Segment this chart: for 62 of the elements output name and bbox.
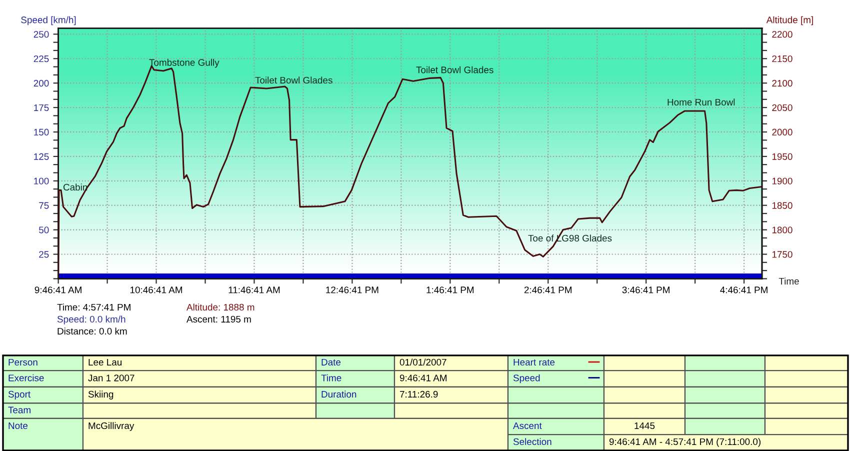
x-tick-label: 4:46:41 PM	[720, 286, 768, 294]
text: Altitude: 1888 m	[186, 304, 254, 311]
annotation: Home Run Bowl	[668, 98, 735, 106]
text: Heart rate	[514, 358, 555, 366]
x-tick-label: 3:46:41 PM	[622, 286, 670, 294]
y2-tick-label: 1850	[772, 202, 792, 209]
y-tick-label: 125	[34, 153, 49, 160]
y2-tick-label: 1900	[772, 178, 792, 184]
text: Person	[8, 358, 38, 366]
y-tick-label: 200	[34, 80, 49, 87]
text: Exercise	[8, 374, 44, 382]
y2-tick-label: 2050	[772, 104, 792, 112]
text: McGillivray	[88, 422, 134, 431]
y-tick-label: 50	[39, 226, 49, 234]
y2-tick-label: 2200	[772, 30, 792, 38]
text: Selection	[513, 438, 552, 446]
x-tick-label: 10:46:41 AM	[130, 286, 182, 294]
y-tick-label: 75	[39, 202, 49, 209]
y2-axis-title: Altitude [m]	[766, 16, 813, 26]
annotation: Toilet Bowl Glades	[416, 66, 494, 74]
x-tick-label: 9:46:41 AM	[34, 286, 82, 294]
y-tick-label: 150	[34, 128, 49, 136]
text: Note	[8, 422, 28, 430]
text: Lee Lau	[88, 358, 122, 366]
y2-tick-label: 1750	[772, 251, 792, 258]
y2-tick-label: 2150	[772, 55, 792, 62]
text: Sport	[8, 390, 31, 400]
x-tick-label: 12:46:41 PM	[326, 286, 378, 294]
annotation: Cabin	[63, 184, 88, 191]
x-tick-label: 2:46:41 PM	[524, 286, 572, 294]
y-tick-label: 250	[34, 30, 49, 38]
text: Ascent	[513, 422, 542, 430]
text: Ascent: 1195 m	[186, 316, 251, 323]
x-axis-title: Time	[778, 278, 799, 285]
y-tick-label: 175	[34, 104, 49, 112]
text: Time	[321, 374, 342, 382]
text: Duration	[322, 390, 356, 398]
y-tick-label: 25	[39, 251, 49, 258]
y-axis-title: Speed [km/h]	[21, 16, 76, 26]
y2-tick-label: 2100	[772, 80, 792, 87]
y2-tick-label: 2000	[772, 128, 792, 136]
text: 9:46:41 AM - 4:57:41 PM (7:11:00.0)	[609, 438, 760, 447]
text: Date	[322, 358, 341, 366]
x-tick-label: 11:46:41 AM	[228, 286, 280, 294]
text: Distance: 0.0 km	[58, 328, 127, 335]
text: Skiing	[88, 390, 114, 400]
text: 7:11:26.9	[400, 390, 438, 398]
annotation: Toilet Bowl Glades	[255, 76, 332, 84]
text: Speed	[513, 374, 540, 384]
x-tick-label: 1:46:41 PM	[426, 286, 474, 294]
text: Speed: 0.0 km/h	[57, 316, 126, 324]
text: 01/01/2007	[400, 358, 446, 366]
y-tick-label: 225	[34, 55, 49, 62]
text: Jan 1 2007	[88, 374, 134, 382]
text: Team	[8, 406, 30, 414]
annotation: Tombstone Gully	[149, 58, 220, 68]
text: 9:46:41 AM	[400, 374, 447, 382]
y2-tick-label: 1950	[772, 153, 792, 160]
text: 1445	[634, 422, 655, 430]
y2-tick-label: 1800	[772, 226, 792, 234]
text: Time: 4:57:41 PM	[57, 304, 130, 311]
y-tick-label: 100	[34, 178, 49, 184]
